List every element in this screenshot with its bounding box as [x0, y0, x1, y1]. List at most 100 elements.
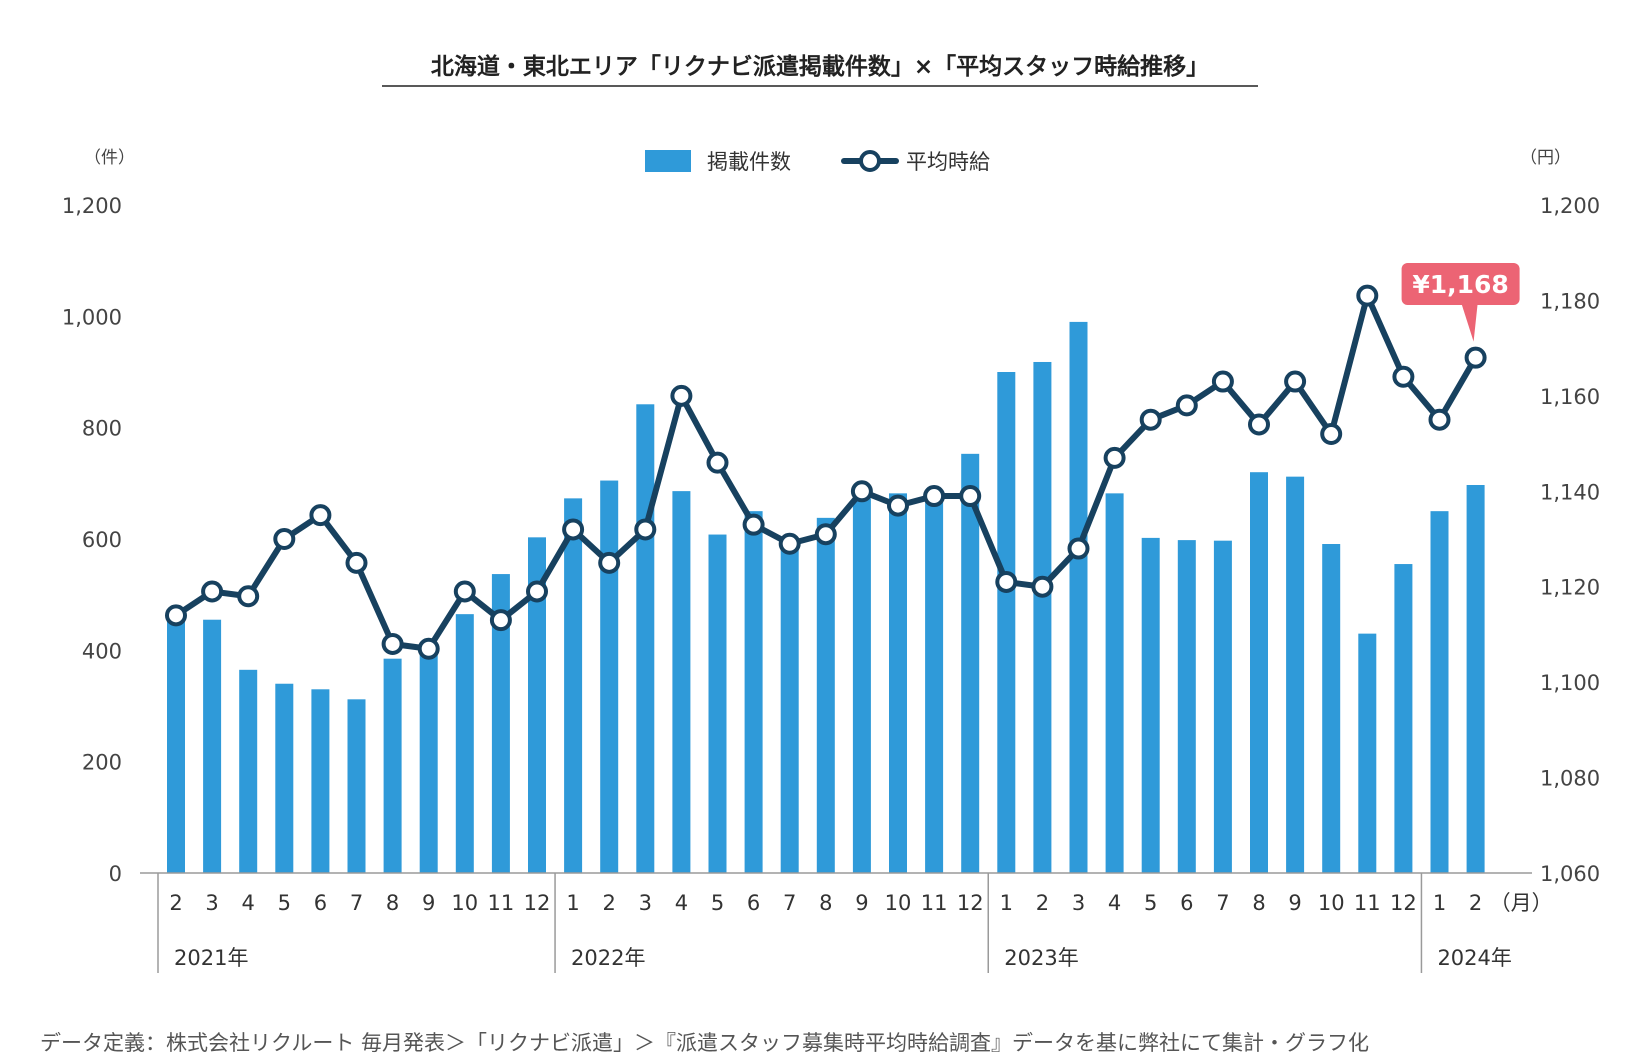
right-tick-label: 1,060 [1540, 862, 1600, 886]
left-axis-ticks: 0 200 400 600 800 1,000 1,200 [62, 194, 122, 886]
wage-point [814, 523, 837, 546]
x-tick-label: 2 [603, 891, 616, 915]
x-tick-label: 11 [488, 891, 515, 915]
wage-point [598, 551, 621, 574]
left-tick-label: 0 [109, 862, 122, 886]
wage-point [562, 518, 585, 541]
bar [239, 669, 258, 873]
bar [383, 658, 402, 873]
year-label: 2021年 [174, 946, 248, 970]
bar [925, 491, 944, 873]
x-tick-label: 4 [1108, 891, 1121, 915]
bar [564, 498, 583, 873]
x-tick-label: 9 [422, 891, 435, 915]
x-tick-label: 12 [524, 891, 551, 915]
x-tick-label: 8 [819, 891, 832, 915]
wage-point [1464, 346, 1487, 369]
x-tick-label: 11 [921, 891, 948, 915]
bar [528, 537, 546, 873]
wage-point [1248, 413, 1270, 436]
left-tick-label: 400 [82, 639, 122, 663]
bar [1394, 564, 1413, 873]
left-axis-unit: （件） [84, 148, 135, 168]
bar [636, 404, 655, 873]
chart-title: 北海道・東北エリア「リクナビ派遣掲載件数」×「平均スタッフ時給推移」 [431, 53, 1209, 80]
x-axis-unit: （月） [1490, 891, 1553, 915]
x-tick-label: 9 [855, 891, 868, 915]
bar [1069, 321, 1088, 873]
wage-point [1139, 408, 1162, 431]
wage-point [1428, 408, 1451, 431]
bar [708, 534, 727, 873]
callout-box [1401, 263, 1520, 305]
wage-point [1175, 394, 1198, 417]
x-tick-label: 5 [1144, 891, 1157, 915]
bar [1213, 540, 1232, 873]
legend-line-marker [859, 150, 881, 172]
x-tick-label: 8 [1252, 891, 1265, 915]
wage-point [1211, 370, 1234, 393]
bar [1322, 544, 1341, 873]
bar [961, 453, 980, 873]
bar [1430, 511, 1449, 873]
wage-point [1356, 284, 1379, 307]
bar [672, 491, 691, 873]
x-tick-label: 11 [1354, 891, 1381, 915]
right-tick-label: 1,200 [1540, 194, 1600, 218]
wage-point [634, 518, 657, 541]
wage-point [850, 480, 873, 503]
wage-point [887, 494, 909, 517]
wage-point [1284, 370, 1307, 393]
x-tick-label: 6 [747, 891, 760, 915]
legend-bar-swatch [645, 150, 691, 172]
x-tick-label: 12 [957, 891, 984, 915]
wage-point [1031, 575, 1054, 598]
bar [997, 372, 1016, 873]
right-tick-label: 1,100 [1540, 671, 1600, 695]
latest-value-callout: ¥1,168 [1401, 263, 1520, 342]
wage-point [778, 532, 801, 555]
x-tick-label: 9 [1288, 891, 1301, 915]
right-tick-label: 1,180 [1540, 289, 1600, 313]
x-tick-label: 1 [1433, 891, 1446, 915]
bar [1466, 485, 1485, 873]
x-tick-label: 3 [1072, 891, 1085, 915]
x-tick-label: 4 [242, 891, 255, 915]
wage-point [1320, 423, 1343, 446]
callout-label: ¥1,168 [1412, 270, 1508, 299]
bar [852, 498, 871, 873]
wage-point [670, 384, 693, 407]
x-tick-label: 10 [885, 891, 912, 915]
bar [1033, 361, 1052, 873]
bar [744, 511, 763, 873]
right-axis-unit: （円） [1520, 148, 1571, 168]
bar [780, 547, 799, 873]
bar [1177, 540, 1196, 873]
left-tick-label: 200 [82, 751, 122, 775]
x-tick-label: 5 [278, 891, 291, 915]
bar [600, 480, 619, 873]
x-tick-label: 2 [169, 891, 182, 915]
x-tick-label: 6 [1180, 891, 1193, 915]
wage-point [923, 485, 946, 508]
footnote: データ定義：株式会社リクルート 毎月発表＞「リクナビ派遣」＞『派遣スタッフ募集時… [40, 1031, 1369, 1055]
x-tick-label: 2 [1469, 891, 1482, 915]
line-series [165, 284, 1487, 660]
wage-point [742, 513, 765, 536]
wage-point [273, 528, 296, 550]
x-tick-label: 1 [566, 891, 579, 915]
x-tick-label: 5 [711, 891, 724, 915]
wage-point [489, 609, 512, 632]
x-axis-ticks: 2 3 4 5 6 7 8 9 10 11 12 1 2 3 4 5 6 7 8 9 10 11 12 1 2 3 4 5 6 7 8 9 10… [169, 891, 1482, 915]
x-tick-label: 4 [675, 891, 688, 915]
x-tick-label: 1 [1000, 891, 1013, 915]
wage-point [381, 632, 404, 655]
x-tick-label: 3 [205, 891, 218, 915]
bar [419, 650, 438, 873]
right-tick-label: 1,080 [1540, 767, 1600, 791]
x-tick-label: 6 [314, 891, 327, 915]
x-tick-label: 2 [1036, 891, 1049, 915]
bar [1105, 493, 1124, 873]
bar [816, 517, 835, 873]
